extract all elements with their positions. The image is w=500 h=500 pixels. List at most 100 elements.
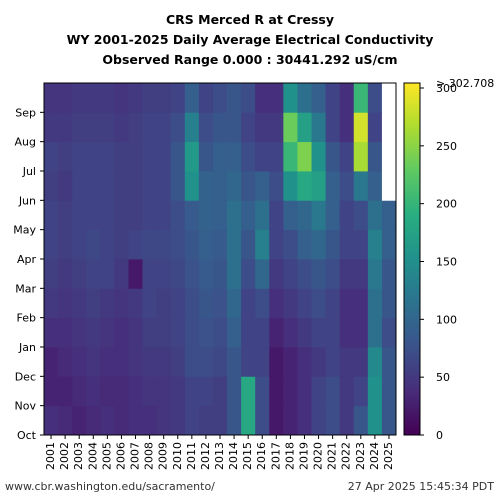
heatmap-cell xyxy=(128,83,143,113)
heatmap-cell xyxy=(198,171,214,201)
heatmap-cell xyxy=(86,288,101,319)
heatmap-cell xyxy=(142,376,158,407)
heatmap-cell xyxy=(325,229,341,260)
heatmap-cell xyxy=(114,83,129,113)
heatmap-cell xyxy=(114,347,129,377)
heatmap-cell xyxy=(241,259,256,289)
heatmap-cell xyxy=(325,112,341,143)
heatmap-cell xyxy=(128,171,143,201)
heatmap-cell xyxy=(212,347,228,377)
heatmap-cell xyxy=(170,376,186,407)
y-tick-label: Feb xyxy=(17,312,36,325)
heatmap-cell xyxy=(325,347,341,377)
heatmap-cell xyxy=(184,317,200,348)
heatmap-cell xyxy=(198,376,214,407)
y-tick-label: Mar xyxy=(15,282,36,295)
heatmap-cell xyxy=(44,229,59,260)
heatmap-cell xyxy=(283,200,298,231)
heatmap-cell xyxy=(156,229,172,260)
heatmap-cell xyxy=(241,83,256,113)
heatmap-cell xyxy=(72,376,87,407)
heatmap-cell xyxy=(142,112,158,143)
heatmap-cell xyxy=(142,141,158,172)
heatmap-cell xyxy=(353,405,369,436)
heatmap-cell xyxy=(72,347,87,377)
heatmap-cell xyxy=(269,200,284,231)
heatmap-cell xyxy=(170,347,186,377)
x-tick-label: 2017 xyxy=(269,442,282,470)
heatmap-cell xyxy=(227,229,242,260)
heatmap-cell xyxy=(227,83,242,113)
heatmap-cell xyxy=(283,229,298,260)
heatmap-cell xyxy=(241,376,256,407)
heatmap-cell xyxy=(100,347,115,377)
heatmap-cell xyxy=(72,288,87,319)
heatmap-cell xyxy=(367,112,383,143)
heatmap-cell xyxy=(170,112,186,143)
heatmap-cell xyxy=(114,288,129,319)
heatmap-cell xyxy=(184,405,200,436)
y-tick-label: Sep xyxy=(15,106,36,119)
heatmap-cell xyxy=(227,405,242,436)
heatmap-cell xyxy=(58,112,73,143)
heatmap-cell xyxy=(184,171,200,201)
heatmap-cell xyxy=(241,229,256,260)
heatmap-cell xyxy=(255,229,270,260)
heatmap-cell xyxy=(227,259,242,289)
x-tick-label: 2020 xyxy=(312,442,325,470)
heatmap-cell xyxy=(241,171,256,201)
heatmap-cell xyxy=(311,112,326,143)
heatmap-cell xyxy=(255,112,270,143)
heatmap-cell xyxy=(227,317,242,348)
heatmap-cell xyxy=(311,317,326,348)
heatmap-cell xyxy=(142,347,158,377)
colorbar-ticks: 0 50 100 150 200 250 300 xyxy=(420,82,457,442)
heatmap-cell xyxy=(170,405,186,436)
heatmap-cell xyxy=(212,405,228,436)
heatmap-cell xyxy=(381,83,397,113)
heatmap-cell xyxy=(339,376,355,407)
heatmap-cell xyxy=(339,171,355,201)
x-tick-label: 2006 xyxy=(114,442,127,470)
heatmap-cell xyxy=(114,171,129,201)
heatmap-cell xyxy=(255,83,270,113)
heatmap-cell xyxy=(367,200,383,231)
heatmap-cell xyxy=(212,376,228,407)
heatmap-cell xyxy=(142,259,158,289)
x-axis: 2001 2002 2003 2004 2005 2006 2007 2008 2009 2010… xyxy=(44,435,395,470)
heatmap-cell xyxy=(325,376,341,407)
x-tick-label: 2024 xyxy=(368,442,381,470)
x-tick-label: 2022 xyxy=(340,442,353,470)
heatmap-cell xyxy=(339,288,355,319)
heatmap-cell xyxy=(269,229,284,260)
heatmap-cell xyxy=(86,317,101,348)
heatmap-cell xyxy=(381,229,397,260)
heatmap-cell xyxy=(297,141,312,172)
heatmap-cell xyxy=(86,376,101,407)
heatmap-cell xyxy=(72,171,87,201)
heatmap-cell xyxy=(142,229,158,260)
y-tick-label: Jul xyxy=(22,165,36,178)
heatmap-cell xyxy=(297,317,312,348)
heatmap-cell xyxy=(86,229,101,260)
heatmap-cell xyxy=(72,141,87,172)
heatmap-cell xyxy=(44,83,59,113)
heatmap-cell xyxy=(212,317,228,348)
heatmap-cell xyxy=(339,83,355,113)
heatmap-cell xyxy=(339,405,355,436)
colorbar-tick-label: 0 xyxy=(436,429,443,442)
heatmap-cell xyxy=(100,288,115,319)
heatmap-cell xyxy=(283,171,298,201)
heatmap-cell xyxy=(142,83,158,113)
heatmap-cell xyxy=(269,259,284,289)
heatmap-cell xyxy=(142,200,158,231)
heatmap-cell xyxy=(198,141,214,172)
heatmap-cell xyxy=(241,317,256,348)
heatmap-cell xyxy=(353,112,369,143)
heatmap-cell xyxy=(297,229,312,260)
heatmap-cell xyxy=(227,200,242,231)
heatmap-cell xyxy=(44,317,59,348)
heatmap-cell xyxy=(58,259,73,289)
heatmap-cell xyxy=(241,288,256,319)
